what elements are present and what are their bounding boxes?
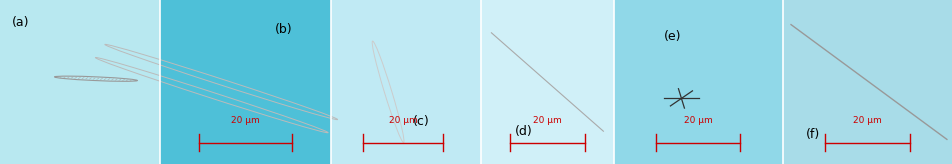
Bar [331, 0, 481, 164]
Text: 20 μm: 20 μm [388, 116, 417, 125]
Text: (e): (e) [664, 30, 682, 43]
Text: 20 μm: 20 μm [533, 116, 562, 125]
Text: (b): (b) [274, 23, 292, 36]
Bar [614, 0, 783, 164]
Bar [783, 0, 952, 164]
Text: (c): (c) [412, 115, 429, 128]
Bar [0, 0, 160, 164]
Bar [160, 0, 331, 164]
Text: 20 μm: 20 μm [684, 116, 713, 125]
Bar [481, 0, 614, 164]
Text: (f): (f) [806, 128, 821, 141]
Text: (a): (a) [12, 16, 30, 30]
Text: 20 μm: 20 μm [853, 116, 882, 125]
Text: (d): (d) [514, 125, 532, 138]
Text: 20 μm: 20 μm [231, 116, 260, 125]
